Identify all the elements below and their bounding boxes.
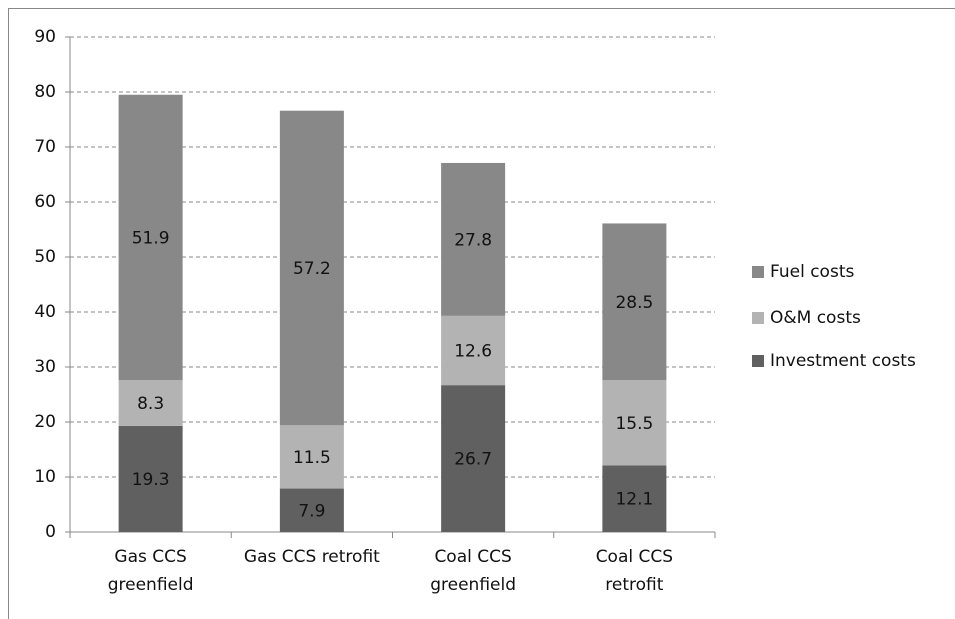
data-label: 57.2 [293, 259, 331, 279]
bar-segment [441, 385, 506, 532]
y-tick-label: 40 [34, 302, 56, 322]
data-label: 28.5 [615, 293, 653, 313]
y-tick-label: 0 [45, 522, 56, 542]
data-label: 26.7 [454, 450, 492, 470]
y-tick-label: 80 [34, 82, 56, 102]
legend-label: O&M costs [770, 308, 861, 328]
x-tick-label: Coal CCS retrofit [596, 547, 673, 595]
data-label: 12.1 [615, 490, 653, 510]
bar-segment [602, 223, 667, 381]
data-label: 19.3 [132, 470, 170, 490]
bar-segment [118, 94, 183, 381]
y-tick-label: 70 [34, 137, 56, 157]
bar-segment [118, 380, 183, 426]
y-tick-label: 10 [34, 467, 56, 487]
x-tick-label: Coal CCS greenfield [430, 547, 516, 595]
bar-segment [441, 315, 506, 386]
y-tick-label: 50 [34, 247, 56, 267]
x-tick-label: Gas CCS greenfield [108, 547, 194, 595]
y-tick-label: 60 [34, 192, 56, 212]
bar-segment [441, 162, 506, 316]
bar-segment [602, 465, 667, 532]
data-label: 51.9 [132, 228, 170, 248]
data-label: 8.3 [137, 394, 164, 414]
legend-label: Investment costs [770, 351, 916, 371]
legend-swatch [752, 266, 764, 278]
data-label: 12.6 [454, 342, 492, 362]
bar-segment [279, 488, 344, 532]
data-label: 11.5 [293, 448, 331, 468]
legend-swatch [752, 312, 764, 324]
data-label: 7.9 [298, 501, 325, 521]
y-tick-label: 90 [34, 27, 56, 47]
bar-segment [279, 425, 344, 489]
data-label: 27.8 [454, 230, 492, 250]
bar-segment [279, 110, 344, 426]
bar-segment [118, 425, 183, 532]
legend-label: Fuel costs [770, 262, 854, 282]
bar-segment [602, 380, 667, 466]
y-tick-label: 30 [34, 357, 56, 377]
y-tick-label: 20 [34, 412, 56, 432]
x-tick-label: Gas CCS retrofit [244, 547, 380, 567]
legend-swatch [752, 355, 764, 367]
data-label: 15.5 [615, 414, 653, 434]
chart-frame [8, 8, 955, 619]
